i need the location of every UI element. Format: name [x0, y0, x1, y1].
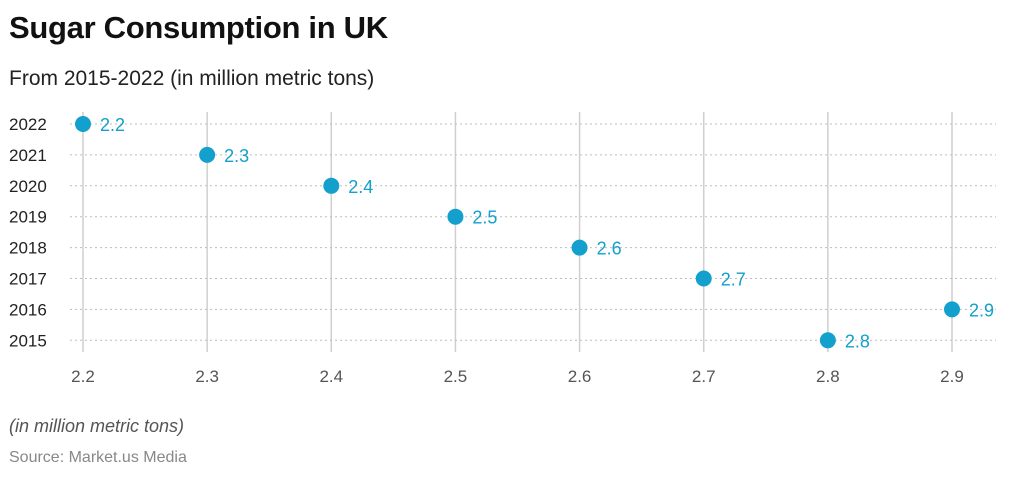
y-tick-label: 2017: [9, 270, 47, 289]
data-label: 2.9: [969, 300, 994, 320]
x-tick-label: 2.2: [71, 367, 95, 386]
y-tick-label: 2022: [9, 115, 47, 134]
data-point: [199, 146, 216, 163]
data-point: [571, 239, 588, 256]
data-point: [944, 301, 960, 318]
data-point: [323, 177, 340, 194]
x-tick-label: 2.7: [692, 367, 716, 386]
y-tick-label: 2020: [9, 177, 47, 196]
data-point: [819, 332, 836, 349]
x-tick-label: 2.3: [195, 367, 219, 386]
data-label: 2.4: [348, 177, 373, 197]
x-tick-label: 2.9: [940, 367, 964, 386]
source-note: Source: Market.us Media: [9, 449, 187, 466]
y-tick-label: 2015: [9, 331, 47, 350]
y-tick-label: 2018: [9, 239, 47, 258]
y-tick-label: 2016: [9, 300, 47, 319]
data-label: 2.5: [472, 208, 497, 228]
data-point: [75, 116, 91, 132]
data-label: 2.7: [721, 270, 746, 290]
data-point: [695, 270, 712, 287]
x-tick-label: 2.8: [816, 367, 840, 386]
x-tick-label: 2.4: [319, 367, 343, 386]
data-point: [447, 208, 464, 225]
x-tick-label: 2.5: [444, 367, 468, 386]
data-label: 2.3: [224, 146, 249, 166]
data-label: 2.8: [845, 331, 870, 351]
data-label: 2.6: [597, 239, 622, 259]
chart-subtitle: From 2015-2022 (in million metric tons): [9, 67, 375, 90]
unit-note: (in million metric tons): [9, 416, 185, 436]
chart-title: Sugar Consumption in UK: [9, 10, 388, 45]
y-tick-label: 2021: [9, 146, 47, 165]
data-label: 2.2: [100, 115, 125, 135]
x-tick-label: 2.6: [568, 367, 592, 386]
y-tick-label: 2019: [9, 208, 47, 227]
